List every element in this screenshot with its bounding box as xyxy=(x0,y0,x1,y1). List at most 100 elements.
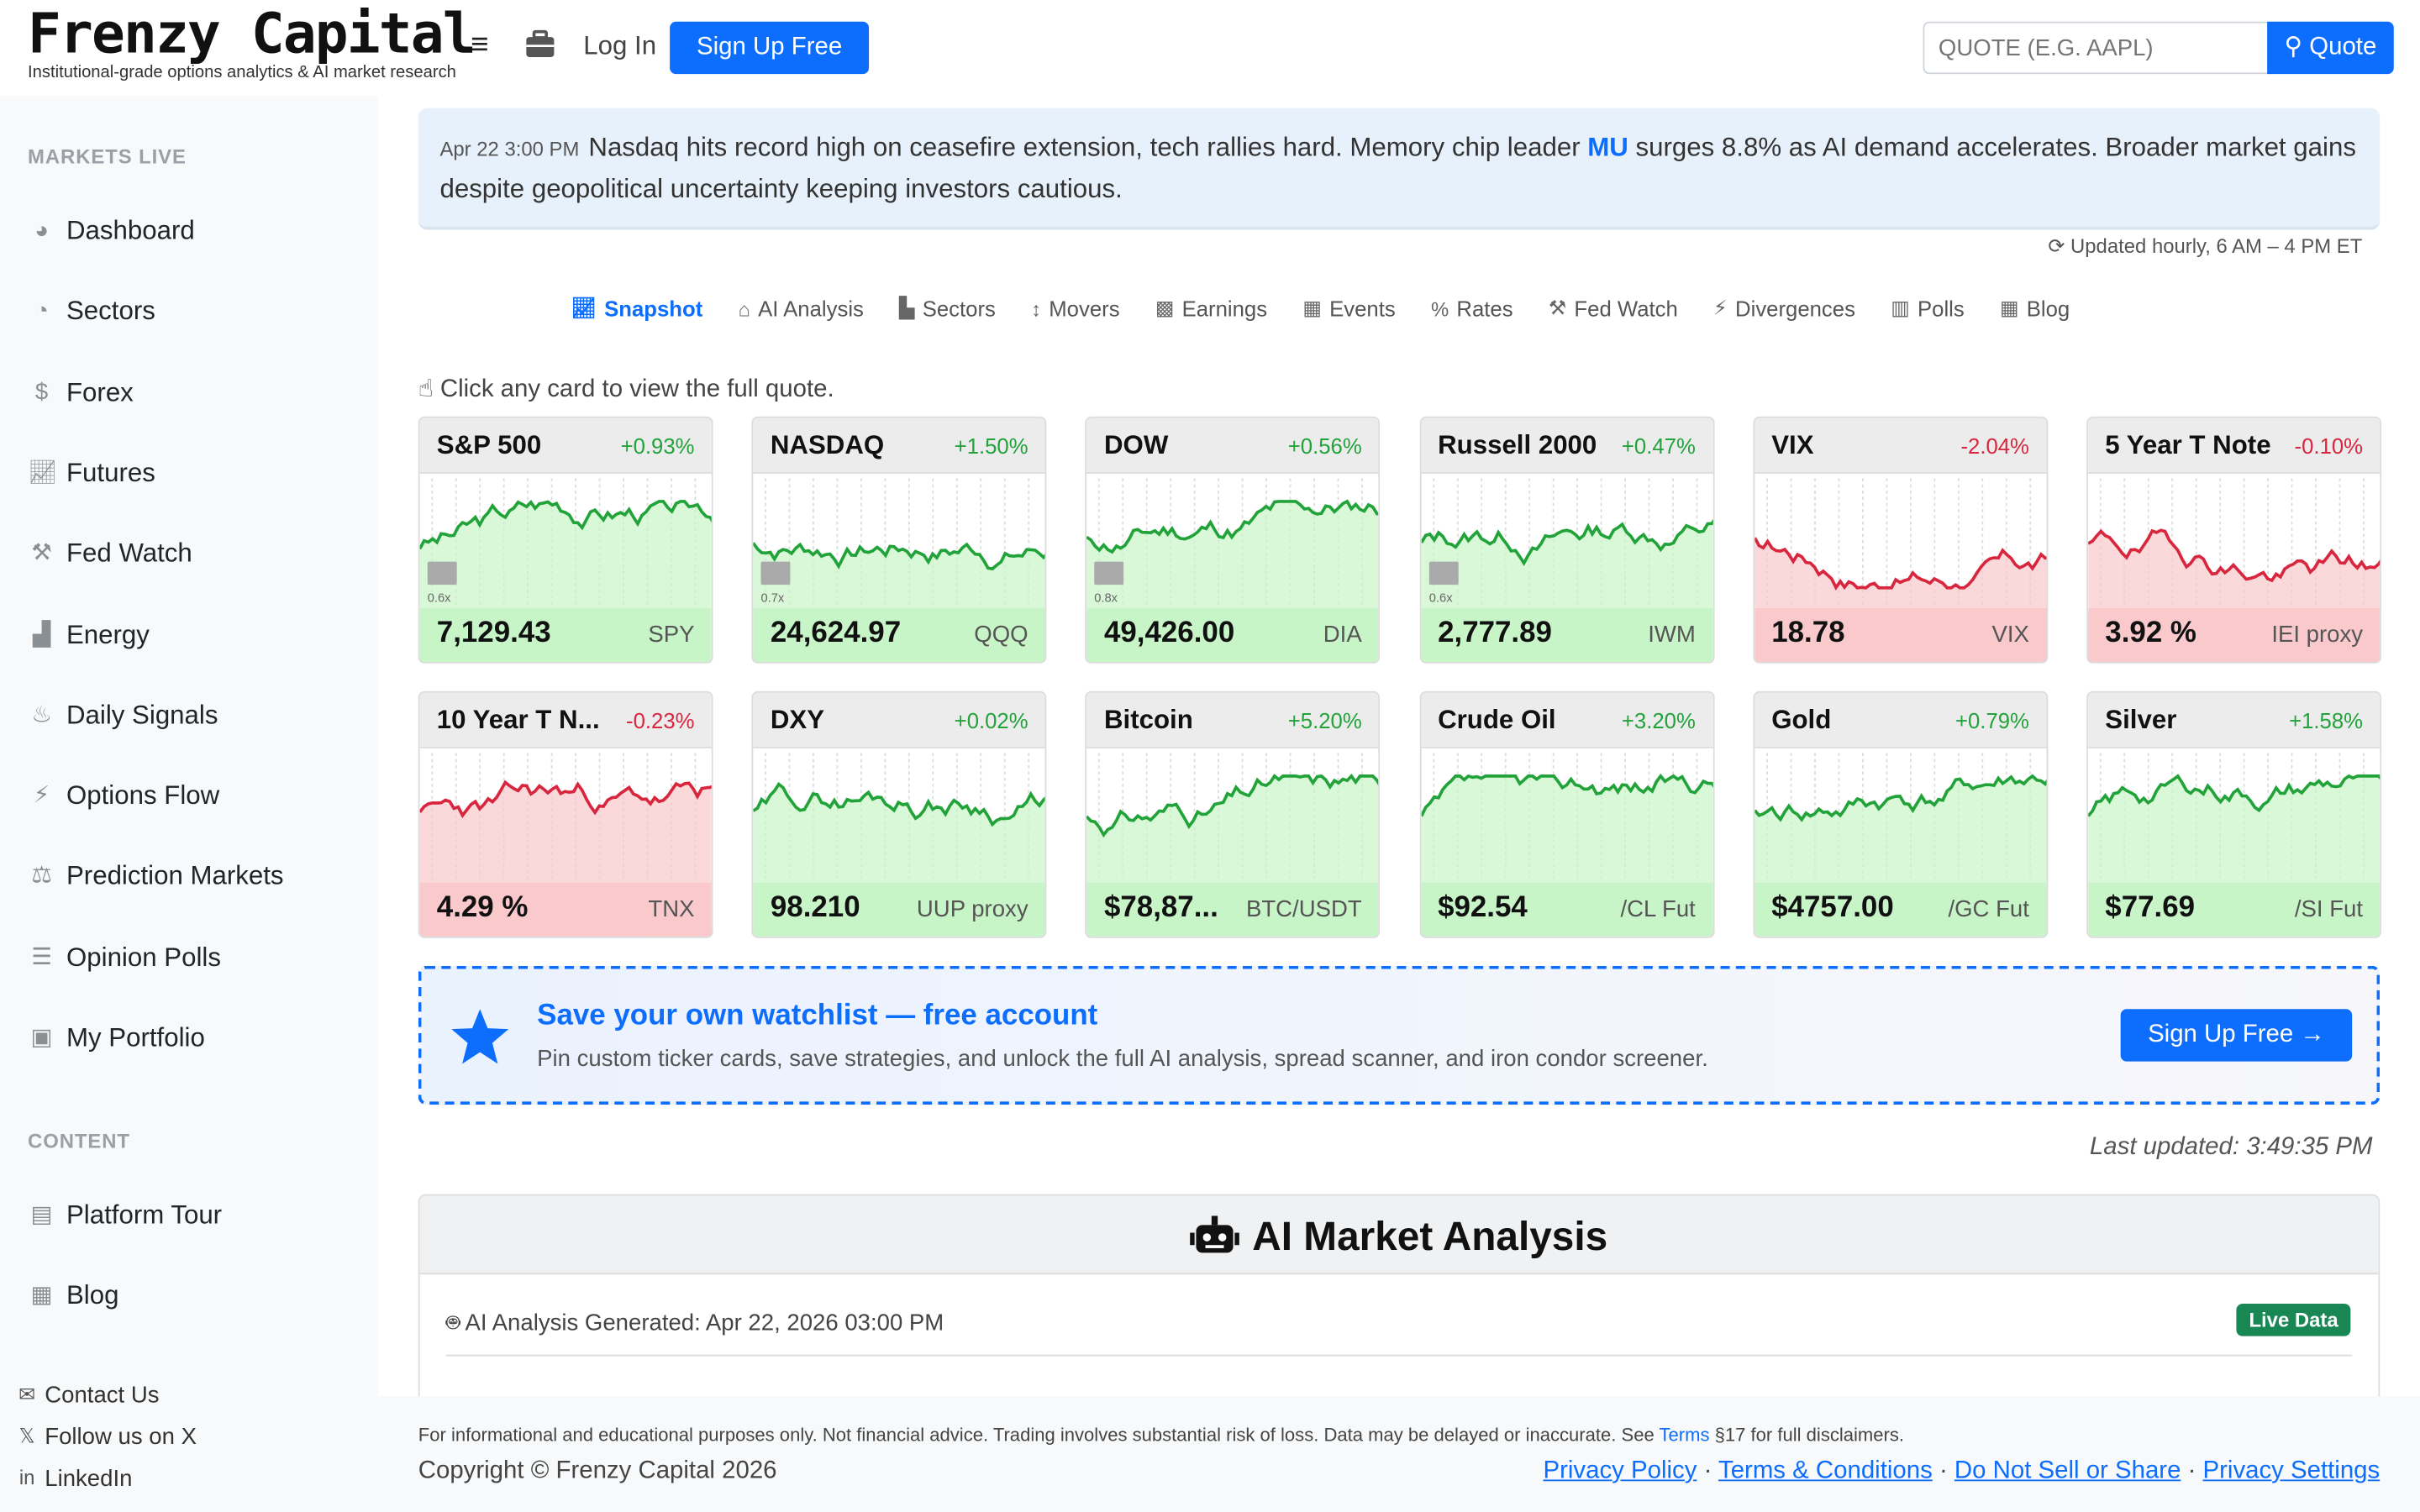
sparkline-chart xyxy=(1754,475,2047,608)
sidebar-link-linkedin[interactable]: in LinkedIn xyxy=(15,1464,133,1492)
promo-signup-button[interactable]: Sign Up Free → xyxy=(2120,1009,2353,1062)
sidebar-link-contact-us[interactable]: ✉ Contact Us xyxy=(15,1381,159,1409)
card-name: VIX xyxy=(1771,430,1814,460)
robot-small-icon: 🤖︎ xyxy=(445,1310,460,1336)
top-header: Frenzy Capital Institutional-grade optio… xyxy=(0,0,2420,96)
tab-polls[interactable]: ▥ Polls xyxy=(1891,297,1965,321)
sparkline-area xyxy=(2088,530,2381,608)
footer-copyright: Copyright © Frenzy Capital 2026 xyxy=(418,1457,777,1484)
tab-label: Rates xyxy=(1456,296,1513,322)
card-header: Crude Oil +3.20% xyxy=(1420,692,1713,748)
card-footer: 7,129.43 SPY xyxy=(419,607,712,662)
quote-card-tnx[interactable]: 10 Year T N... -0.23% 4.29 % TNX xyxy=(418,690,713,938)
quote-search-input[interactable] xyxy=(1923,21,2269,75)
tab-ai-analysis[interactable]: ⌂ AI Analysis xyxy=(739,297,864,321)
card-ticker: BTC/USDT xyxy=(1245,896,1362,923)
quote-card-btc-usdt[interactable]: Bitcoin +5.20% $78,87... BTC/USDT xyxy=(1085,690,1381,938)
card-footer: 4.29 % TNX xyxy=(419,882,712,937)
page-footer: For informational and educational purpos… xyxy=(377,1396,2420,1512)
sidebar-item-fed-watch[interactable]: ⚒ Fed Watch xyxy=(28,534,192,575)
tab-blog[interactable]: ▦ Blog xyxy=(2000,297,2070,321)
tab-snapshot[interactable]: 📈︎ Snapshot xyxy=(571,297,703,321)
quote-card-iwm[interactable]: Russell 2000 +0.47% 0.6x 2,777.89 IWM xyxy=(1419,416,1714,664)
tab-fed-watch[interactable]: ⚒ Fed Watch xyxy=(1549,297,1678,321)
login-link[interactable]: Log In xyxy=(583,30,657,60)
sidebar-item-prediction-markets[interactable]: ⚖ Prediction Markets xyxy=(28,857,283,897)
sidebar-item-platform-tour[interactable]: ▤ Platform Tour xyxy=(28,1195,223,1236)
sidebar-item-energy[interactable]: ▟ Energy xyxy=(28,615,150,655)
quote-button[interactable]: ⚲ Quote xyxy=(2267,21,2394,75)
sidebar: MARKETS LIVE ◕ Dashboard ◔ Sectors $ Forex 📈︎ F… xyxy=(0,95,378,1512)
menu-icon[interactable]: ≡ xyxy=(471,28,489,62)
card-price: 18.78 xyxy=(1771,617,1845,650)
quote-card-gc-fut[interactable]: Gold +0.79% $4757.00/GC Fut xyxy=(1753,690,2048,938)
card-change: -2.04% xyxy=(1960,433,2029,459)
news-banner[interactable]: Apr 22 3:00 PM Nasdaq hits record high on… xyxy=(418,108,2381,230)
sparkline-chart: 0.6x xyxy=(1420,475,1713,608)
sparkline-line xyxy=(2088,528,2381,583)
card-name: Russell 2000 xyxy=(1438,430,1597,460)
footer-disclaimer: For informational and educational purpos… xyxy=(418,1424,1904,1446)
news-ticker-link[interactable]: MU xyxy=(1587,132,1628,162)
sidebar-item-blog[interactable]: ▦ Blog xyxy=(28,1277,119,1317)
sidebar-link-label: Contact Us xyxy=(45,1381,160,1409)
sidebar-item-sectors[interactable]: ◔ Sectors xyxy=(28,292,155,333)
quote-card-iei-proxy[interactable]: 5 Year T Note -0.10% 3.92 % IEI proxy xyxy=(2086,416,2382,664)
quote-card-cl-fut[interactable]: Crude Oil +3.20% $92.54/CL Fut xyxy=(1419,690,1714,938)
tab-rates[interactable]: % Rates xyxy=(1431,297,1513,321)
sidebar-item-label: Blog xyxy=(66,1281,119,1310)
footer-link-do-not-sell-or-share[interactable]: Do Not Sell or Share xyxy=(1954,1457,2181,1484)
fire-icon: ♨ xyxy=(31,701,52,728)
sidebar-item-options-flow[interactable]: ⚡︎ Options Flow xyxy=(28,776,219,816)
footer-link-terms-conditions[interactable]: Terms & Conditions xyxy=(1718,1457,1933,1484)
briefcase-icon[interactable] xyxy=(524,29,555,60)
tab-sectors[interactable]: ▙ Sectors xyxy=(899,297,996,321)
card-price: $78,87... xyxy=(1103,891,1218,925)
sidebar-link-follow-us-on-x[interactable]: 𝕏 Follow us on X xyxy=(15,1422,197,1450)
brand-logo[interactable]: Frenzy Capital xyxy=(28,3,476,66)
sparkline-area xyxy=(1086,501,1379,608)
sparkline-line xyxy=(419,499,712,550)
footer-link-privacy-policy[interactable]: Privacy Policy xyxy=(1543,1457,1697,1484)
sidebar-item-opinion-polls[interactable]: ☰ Opinion Polls xyxy=(28,937,221,978)
card-header: 5 Year T Note -0.10% xyxy=(2088,417,2381,474)
footer-terms-link[interactable]: Terms xyxy=(1659,1424,1710,1446)
sparkline-area xyxy=(419,501,712,608)
card-header: DXY +0.02% xyxy=(753,692,1045,748)
quote-card-dia[interactable]: DOW +0.56% 0.8x 49,426.00 DIA xyxy=(1085,416,1381,664)
quote-card-si-fut[interactable]: Silver +1.58% $77.69/SI Fut xyxy=(2086,690,2382,938)
card-change: +0.93% xyxy=(620,433,695,459)
news-text-before: Nasdaq hits record high on ceasefire ext… xyxy=(588,132,1588,162)
quote-card-spy[interactable]: S&P 500 +0.93% 0.6x 7,129.43 SPY xyxy=(418,416,713,664)
card-change: +0.02% xyxy=(954,708,1028,733)
sparkline-chart: 0.6x xyxy=(419,475,712,608)
quote-button-label: Quote xyxy=(2309,34,2377,60)
sidebar-item-forex[interactable]: $ Forex xyxy=(28,373,134,413)
promo-subtitle: Pin custom ticker cards, save strategies… xyxy=(537,1046,1708,1073)
percent-icon: % xyxy=(1430,297,1449,321)
tab-movers[interactable]: ↕ Movers xyxy=(1031,297,1119,321)
quote-card-vix[interactable]: VIX -2.04% 18.78 VIX xyxy=(1753,416,2048,664)
card-name: Crude Oil xyxy=(1438,705,1556,735)
updown-icon: ↕ xyxy=(1031,297,1042,321)
signup-button[interactable]: Sign Up Free xyxy=(670,21,870,75)
sparkline-chart: 0.8x xyxy=(1086,475,1379,608)
sidebar-item-dashboard[interactable]: ◕ Dashboard xyxy=(28,212,194,252)
sidebar-item-label: Daily Signals xyxy=(66,700,218,730)
sidebar-item-my-portfolio[interactable]: ▣ My Portfolio xyxy=(28,1018,205,1058)
footer-link-privacy-settings[interactable]: Privacy Settings xyxy=(2202,1457,2381,1484)
quote-card-qqq[interactable]: NASDAQ +1.50% 0.7x 24,624.97 QQQ xyxy=(751,416,1047,664)
tab-divergences[interactable]: ⚡︎ Divergences xyxy=(1713,297,1855,321)
tab-earnings[interactable]: ▩ Earnings xyxy=(1155,297,1267,321)
quote-card-uup-proxy[interactable]: DXY +0.02% 98.210 UUP proxy xyxy=(751,690,1047,938)
card-footer: $4757.00/GC Fut xyxy=(1754,882,2047,937)
line-chart-icon: 📈︎ xyxy=(28,459,58,486)
sidebar-item-futures[interactable]: 📈︎ Futures xyxy=(28,454,155,494)
tab-events[interactable]: ▦ Events xyxy=(1302,297,1395,321)
sidebar-item-daily-signals[interactable]: ♨ Daily Signals xyxy=(28,696,218,736)
card-footer: 2,777.89 IWM xyxy=(1420,607,1713,662)
card-price: $92.54 xyxy=(1438,891,1528,925)
bolt-icon: ⚡︎ xyxy=(1713,296,1728,320)
live-data-badge: Live Data xyxy=(2236,1304,2351,1336)
